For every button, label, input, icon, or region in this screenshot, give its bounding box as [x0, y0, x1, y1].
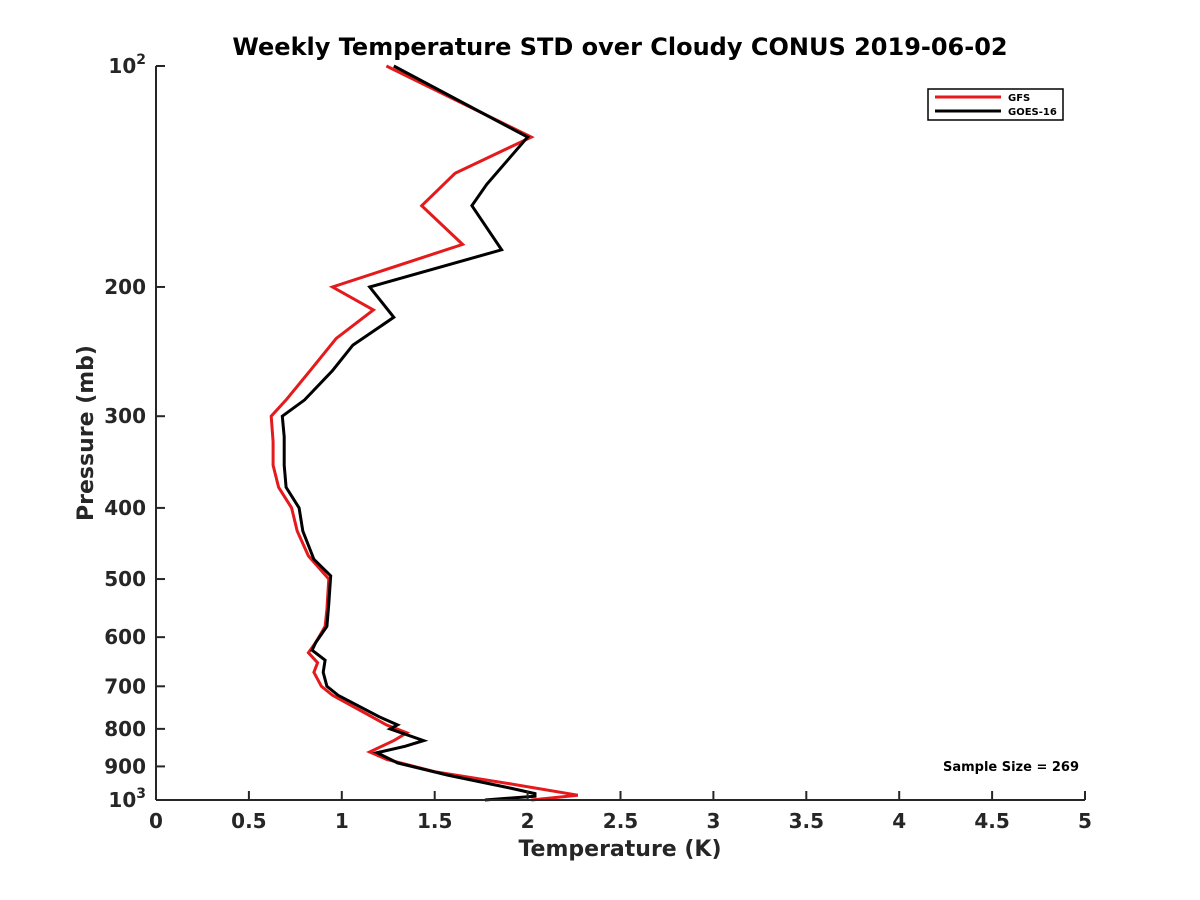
- series-layer: [269, 64, 579, 802]
- legend-box: [927, 88, 1064, 121]
- y-tick-label: 200: [104, 275, 146, 299]
- y-tick-label: 600: [104, 625, 146, 649]
- series-line-goes16: [280, 64, 537, 802]
- y-tick-label: 800: [104, 717, 146, 741]
- legend-label-goes16: GOES-16: [1008, 107, 1057, 118]
- x-tick-label: 4.5: [974, 809, 1009, 833]
- chart-title: Weekly Temperature STD over Cloudy CONUS…: [232, 33, 1007, 61]
- series-line-gfs: [269, 64, 579, 802]
- legend-label-gfs: GFS: [1008, 93, 1030, 104]
- y-axis-label: Pressure (mb): [74, 345, 99, 521]
- y-tick-label: 700: [104, 674, 146, 698]
- x-tick-label: 0.5: [231, 809, 266, 833]
- y-tick-label: 300: [104, 404, 146, 428]
- x-axis-label: Temperature (K): [518, 837, 721, 862]
- x-tick-label: 4: [892, 809, 906, 833]
- x-tick-label: 2.5: [603, 809, 638, 833]
- y-tick-label: 103: [108, 786, 146, 812]
- x-tick-label: 0: [149, 809, 163, 833]
- y-tick-label: 900: [104, 754, 146, 778]
- legend: GFS GOES-16: [927, 88, 1064, 121]
- y-tick-label: 102: [108, 52, 146, 78]
- x-tick-label: 1: [335, 809, 349, 833]
- x-tick-label: 1.5: [417, 809, 452, 833]
- ticks-layer: 0 0.5 1 1.5 2 2.5 3 3.5 4 4.5 5 102 200 300 400 500 600 7…: [104, 52, 1092, 833]
- y-tick-label: 400: [104, 496, 146, 520]
- y-tick-label: 500: [104, 567, 146, 591]
- x-tick-label: 2: [521, 809, 535, 833]
- x-tick-label: 3: [706, 809, 720, 833]
- sample-size-annotation: Sample Size = 269: [943, 760, 1079, 775]
- x-tick-label: 5: [1078, 809, 1092, 833]
- x-tick-label: 3.5: [789, 809, 824, 833]
